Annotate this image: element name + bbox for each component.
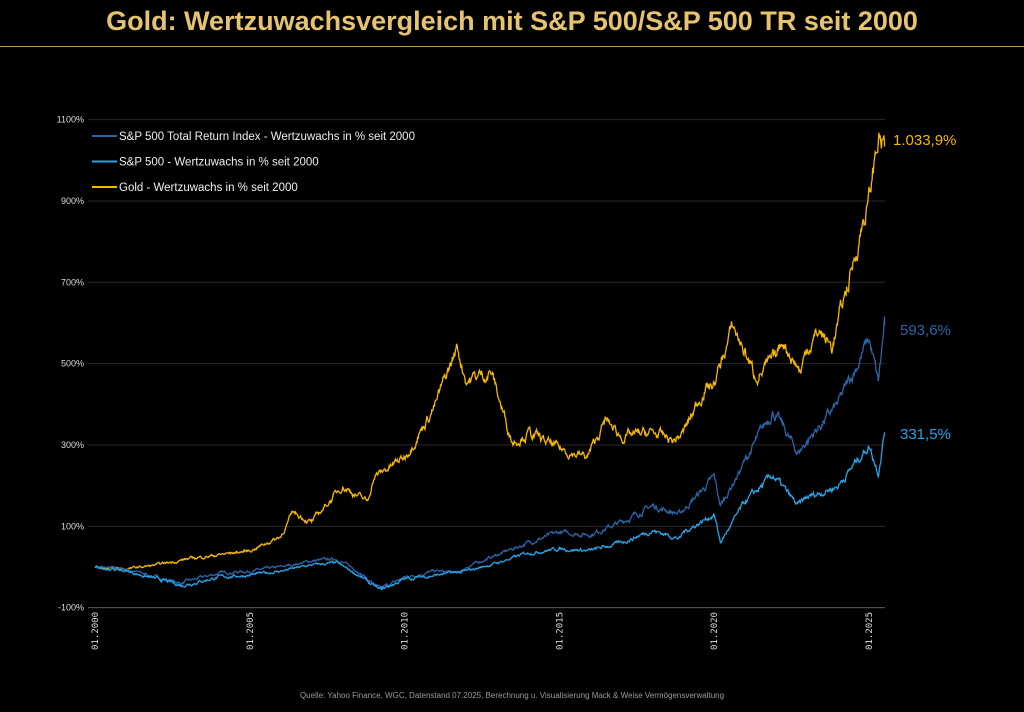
series-line-1 [94, 432, 886, 591]
end-value-label: 331,5% [900, 426, 951, 443]
x-tick-label: 01.2015 [555, 612, 565, 650]
legend-label: S&P 500 - Wertzuwachs in % seit 2000 [119, 157, 319, 169]
y-tick-label: 1100% [57, 115, 84, 125]
y-tick-label: 300% [61, 440, 84, 450]
x-tick-label: 01.2020 [710, 612, 720, 650]
end-value-label: 593,6% [900, 322, 951, 339]
title-divider [0, 46, 1024, 47]
chart-title: Gold: Wertzuwachsvergleich mit S&P 500/S… [106, 6, 918, 36]
legend-label: S&P 500 Total Return Index - Wertzuwachs… [119, 131, 415, 143]
y-tick-label: 100% [61, 521, 84, 531]
y-tick-label: -100% [58, 603, 84, 613]
x-tick-label: 01.2005 [246, 612, 256, 650]
legend-label: Gold - Wertzuwachs in % seit 2000 [119, 182, 298, 194]
x-tick-label: 01.2000 [91, 612, 101, 650]
series-line-0 [94, 316, 886, 589]
series-line-2 [94, 132, 886, 571]
end-value-label: 1.033,9% [893, 132, 956, 149]
source-note: Quelle: Yahoo Finance, WGC, Datenstand 0… [299, 691, 725, 700]
x-tick-label: 01.2010 [401, 612, 411, 650]
x-tick-label: 01.2025 [865, 612, 875, 650]
y-tick-label: 500% [61, 359, 84, 369]
y-tick-label: 900% [61, 196, 84, 206]
y-tick-label: 700% [61, 277, 84, 287]
